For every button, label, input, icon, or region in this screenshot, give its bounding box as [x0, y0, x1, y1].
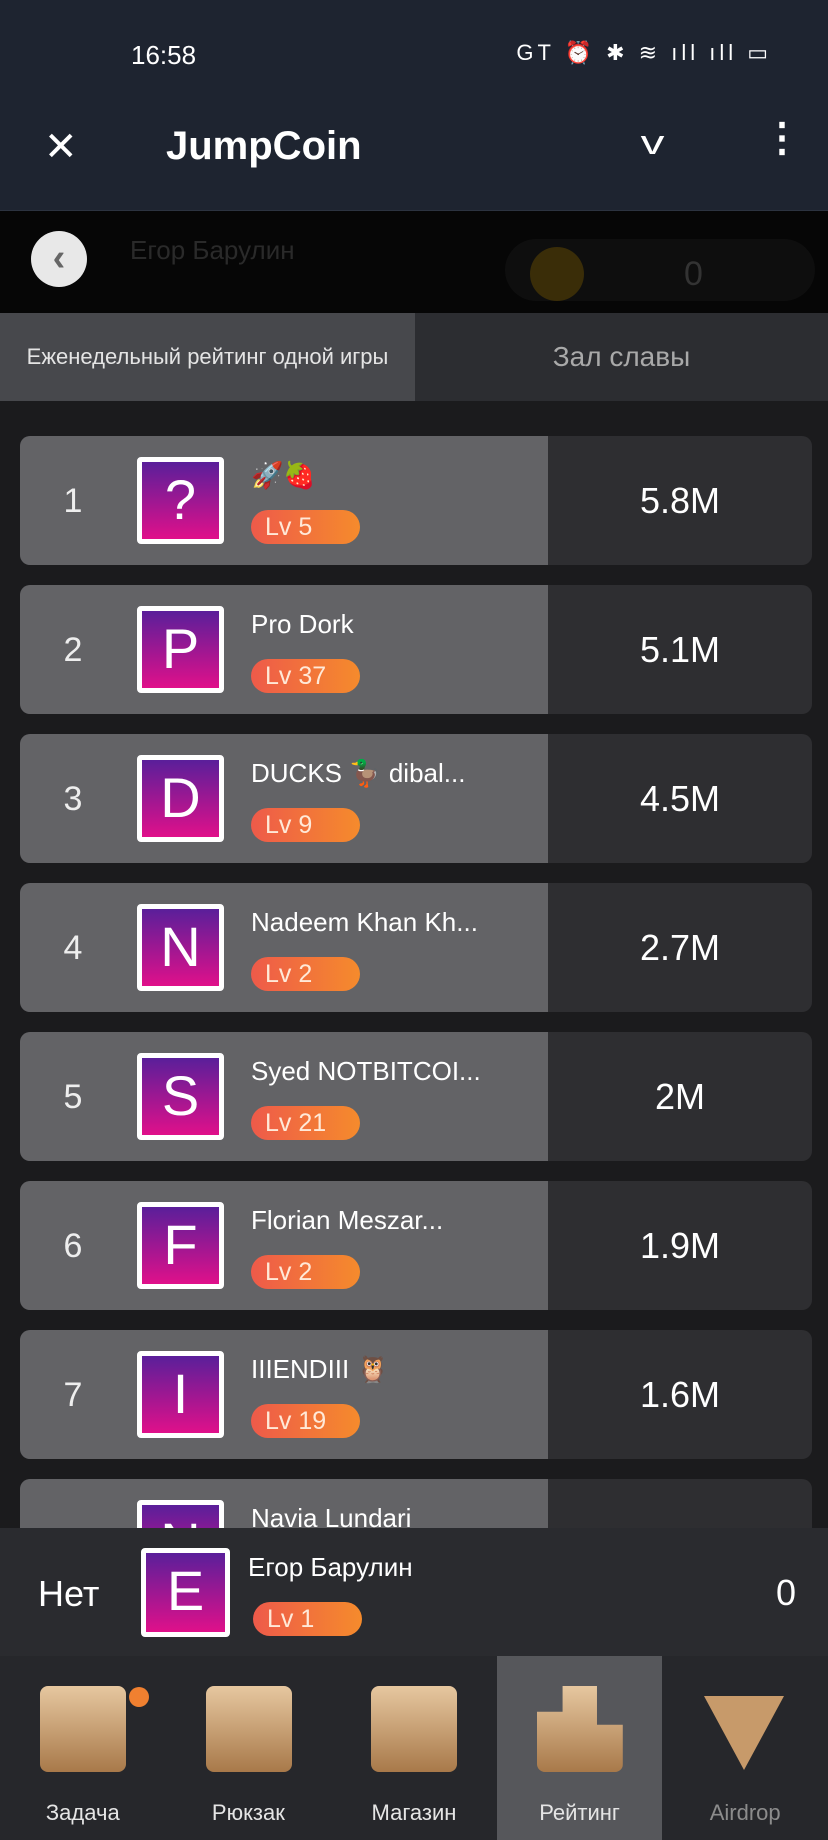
nav-backpack[interactable]: Рюкзак [166, 1656, 332, 1840]
player-info [20, 1032, 548, 1161]
app-header: ✕ JumpCoin v ⋮ [0, 94, 828, 211]
score: 2.7M [639, 927, 721, 968]
leaderboard-row[interactable]: 8 N Navia Lundari [20, 1479, 812, 1528]
coin-icon [530, 247, 584, 301]
rank: 1 [63, 482, 83, 520]
avatar: I [137, 1351, 224, 1438]
nav-task[interactable]: Задача [0, 1656, 166, 1840]
avatar: N [137, 1500, 224, 1528]
leaderboard-row[interactable]: 1 ? 🚀🍓 Lv 5 5.8M [20, 436, 812, 565]
player-info [20, 436, 548, 565]
rank: 3 [63, 780, 83, 818]
level-badge: Lv 19 [251, 1404, 360, 1438]
player-info [20, 883, 548, 1012]
my-rank: Нет [38, 1573, 100, 1614]
rank: 2 [63, 631, 83, 669]
clock: 16:58 [131, 40, 197, 70]
avatar: P [137, 606, 224, 693]
app-title: JumpCoin [166, 124, 362, 168]
task-icon [40, 1686, 126, 1772]
leaderboard-row[interactable]: 7 I IIIENDIII 🦉 Lv 19 1.6M [20, 1330, 812, 1459]
airdrop-icon [704, 1696, 785, 1770]
leaderboard-list[interactable]: 1 ? 🚀🍓 Lv 5 5.8M 2 P Pro Dork Lv 37 5.1M… [0, 401, 828, 1528]
player-info [20, 585, 548, 714]
status-bar: 16:58 GT ⏰ ✱ ≋ ıll ıll ▭ [0, 0, 828, 94]
more-menu-icon[interactable]: ⋮ [762, 116, 802, 160]
player-info [20, 1479, 548, 1528]
nav-label: Задача [45, 1800, 120, 1825]
shop-icon [371, 1686, 458, 1772]
profile-preview: Егор Барулин 0 [0, 211, 828, 313]
player-name: Pro Dork [251, 609, 354, 639]
score: 4.5M [639, 778, 721, 819]
leaderboard-row[interactable]: 2 P Pro Dork Lv 37 5.1M [20, 585, 812, 714]
notification-dot [129, 1687, 149, 1707]
level-badge: Lv 21 [251, 1106, 360, 1140]
tab-hall-of-fame[interactable]: Зал славы [415, 313, 828, 401]
score: 1.9M [639, 1225, 721, 1266]
tab-weekly[interactable]: Еженедельный рейтинг одной игры [0, 313, 415, 401]
leaderboard-row[interactable]: 5 S Syed NOTBITCOI... Lv 21 2M [20, 1032, 812, 1161]
leaderboard-row[interactable]: 6 F Florian Meszar... Lv 2 1.9M [20, 1181, 812, 1310]
player-name: Florian Meszar... [251, 1205, 444, 1235]
rating-tabs: Еженедельный рейтинг одной игры Зал слав… [0, 313, 828, 401]
status-icons: GT ⏰ ✱ ≋ ıll ıll ▭ [516, 40, 772, 65]
avatar: F [137, 1202, 224, 1289]
my-rank-row: Нет E Егор Барулин Lv 1 0 [0, 1528, 828, 1656]
profile-name: Егор Барулин [130, 235, 295, 265]
score: 2M [654, 1076, 705, 1117]
player-info [20, 734, 548, 863]
player-name: DUCKS 🦆 dibal... [251, 758, 466, 788]
player-info [20, 1181, 548, 1310]
player-name: Nadeem Khan Kh... [251, 907, 478, 937]
level-badge: Lv 9 [251, 808, 360, 842]
level-badge: Lv 37 [251, 659, 360, 693]
level-badge: Lv 2 [251, 1255, 360, 1289]
player-info [20, 1330, 548, 1459]
leaderboard-row[interactable]: 3 D DUCKS 🦆 dibal... Lv 9 4.5M [20, 734, 812, 863]
player-name: Syed NOTBITCOI... [251, 1056, 481, 1086]
rank: 4 [63, 929, 83, 967]
avatar: ? [137, 457, 224, 544]
coin-count: 0 [684, 255, 703, 293]
level-badge: Lv 5 [251, 510, 360, 544]
level-badge: Lv 2 [251, 957, 360, 991]
back-button[interactable]: ‹ [31, 231, 87, 287]
score: 5.1M [639, 629, 721, 670]
nav-shop[interactable]: Магазин [331, 1656, 497, 1840]
my-score: 0 [775, 1572, 796, 1613]
my-name: Егор Барулин [248, 1552, 413, 1582]
avatar: N [137, 904, 224, 991]
rank: 7 [63, 1376, 83, 1414]
rank: 8 [58, 1525, 88, 1528]
leaderboard-row[interactable]: 4 N Nadeem Khan Kh... Lv 2 2.7M [20, 883, 812, 1012]
player-name: 🚀🍓 [251, 460, 316, 490]
avatar: S [137, 1053, 224, 1140]
close-icon[interactable]: ✕ [44, 125, 78, 169]
level-badge: Lv 1 [253, 1602, 362, 1636]
nav-label: Рейтинг [539, 1800, 620, 1825]
score: 5.8M [639, 480, 721, 521]
bottom-nav: Задача Рюкзак Магазин Рейтинг Airdrop [0, 1656, 828, 1840]
nav-rating[interactable]: Рейтинг [496, 1656, 663, 1840]
nav-label: Airdrop [709, 1800, 781, 1825]
rank: 5 [63, 1078, 83, 1116]
nav-airdrop[interactable]: Airdrop [662, 1656, 828, 1840]
backpack-icon [205, 1686, 292, 1772]
rank: 6 [63, 1227, 83, 1265]
player-name: IIIENDIII 🦉 [251, 1354, 389, 1384]
nav-label: Магазин [371, 1800, 457, 1825]
score: 1.6M [639, 1374, 721, 1415]
chevron-down-icon[interactable]: v [640, 124, 665, 162]
avatar: D [137, 755, 224, 842]
nav-label: Рюкзак [211, 1800, 285, 1825]
avatar: E [141, 1548, 230, 1637]
player-name: Navia Lundari [251, 1503, 412, 1528]
podium-icon [536, 1686, 623, 1772]
